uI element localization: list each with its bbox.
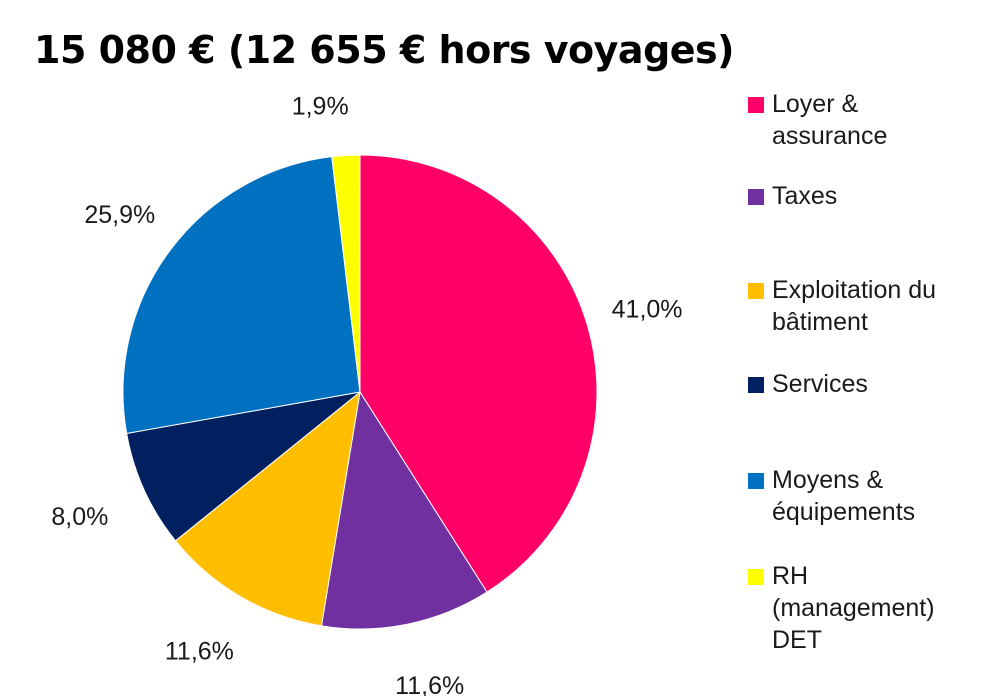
legend-label: Loyer & assurance — [772, 90, 888, 150]
chart-title: 15 080 € (12 655 € hors voyages) — [34, 28, 735, 72]
pie-slice-labels: 41,0% 11,6% 11,6% 8,0% 25,9% 1,9% — [51, 93, 682, 696]
pie-slice-label-3: 11,6% — [165, 637, 234, 665]
legend-swatch — [748, 569, 764, 585]
legend-label: Services — [772, 370, 868, 398]
legend-label: Exploitation du bâtiment — [772, 276, 937, 336]
pie-slice-label-1: 41,0% — [612, 296, 683, 324]
legend-item-3: Exploitation du bâtiment — [748, 274, 992, 338]
legend-label: Taxes — [772, 182, 838, 210]
pie-slice-label-4: 8,0% — [51, 503, 108, 531]
pie-slice-1 — [359, 154, 598, 593]
legend-item-5: Moyens & équipements — [748, 464, 992, 528]
pie-slice-5 — [122, 156, 361, 435]
legend-swatch — [748, 97, 764, 113]
pie-chart: 41,0% 11,6% 11,6% 8,0% 25,9% 1,9% — [51, 93, 682, 696]
pie-slice-3 — [174, 390, 361, 627]
pie-slice-4 — [126, 391, 361, 542]
legend-item-4: Services — [748, 368, 992, 400]
chart-legend: Loyer & assurance Taxes Exploitation du bâ… — [748, 86, 993, 676]
legend-swatch — [748, 473, 764, 489]
legend-swatch — [748, 189, 764, 205]
legend-swatch — [748, 283, 764, 299]
legend-item-2: Taxes — [748, 180, 992, 212]
legend-label: RH (management) DET — [772, 562, 935, 654]
legend-swatch — [748, 377, 764, 393]
pie-slices — [122, 154, 598, 630]
pie-slice-6 — [331, 154, 361, 393]
legend-label: Moyens & équipements — [772, 466, 916, 526]
pie-slice-label-5: 25,9% — [84, 201, 155, 229]
pie-slice-label-2: 11,6% — [395, 672, 464, 696]
legend-item-6: RH (management) DET — [748, 560, 992, 656]
pie-slice-label-6: 1,9% — [292, 93, 349, 121]
legend-item-1: Loyer & assurance — [748, 88, 992, 152]
pie-slice-2 — [320, 390, 488, 630]
